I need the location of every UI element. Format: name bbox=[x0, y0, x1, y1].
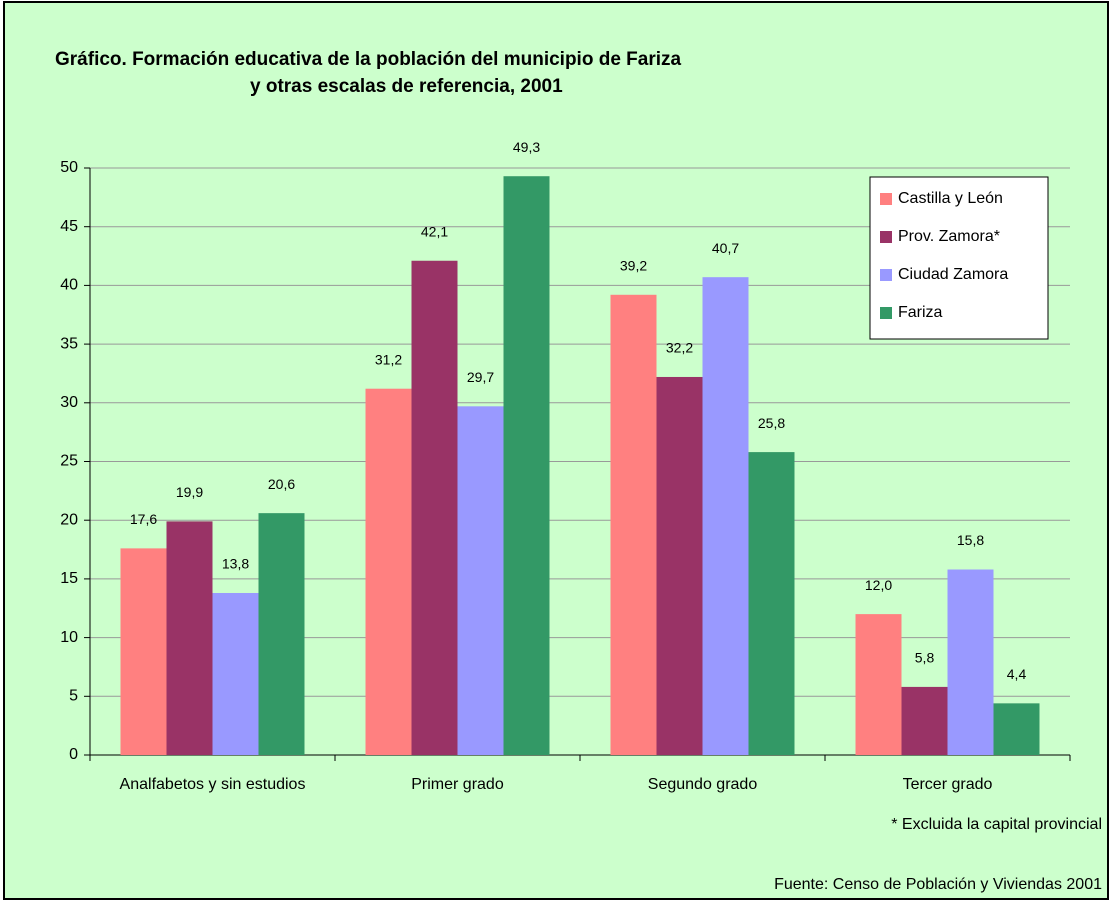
bar bbox=[411, 260, 458, 755]
data-label: 13,8 bbox=[222, 556, 249, 572]
x-tick-label: Primer grado bbox=[411, 776, 504, 793]
legend-label: Fariza bbox=[898, 304, 943, 321]
bar bbox=[947, 569, 994, 755]
data-label: 42,1 bbox=[421, 223, 448, 239]
legend-box bbox=[869, 176, 1049, 340]
y-tick-label: 5 bbox=[69, 688, 78, 705]
data-label: 15,8 bbox=[957, 532, 984, 548]
data-label: 25,8 bbox=[758, 415, 785, 431]
legend-swatch bbox=[880, 231, 892, 243]
chart-title: Gráfico. Formación educativa de la pobla… bbox=[55, 49, 682, 70]
bar bbox=[365, 388, 412, 755]
y-tick-label: 25 bbox=[60, 453, 78, 470]
annotation: Fuente: Censo de Población y Viviendas 2… bbox=[774, 876, 1102, 893]
chart-title: y otras escalas de referencia, 2001 bbox=[250, 76, 563, 97]
y-tick-label: 10 bbox=[60, 629, 78, 646]
y-tick-label: 35 bbox=[60, 335, 78, 352]
data-label: 29,7 bbox=[467, 369, 494, 385]
legend-label: Prov. Zamora* bbox=[898, 228, 1000, 245]
bar bbox=[702, 277, 749, 755]
bar bbox=[748, 452, 795, 755]
data-label: 12,0 bbox=[865, 577, 892, 593]
data-label: 40,7 bbox=[712, 240, 739, 256]
annotation: * Excluida la capital provincial bbox=[891, 816, 1102, 833]
data-label: 39,2 bbox=[620, 257, 647, 273]
data-label: 31,2 bbox=[375, 351, 402, 367]
data-label: 32,2 bbox=[666, 340, 693, 356]
chart-background bbox=[3, 1, 1109, 900]
y-tick-label: 50 bbox=[60, 159, 78, 176]
legend-label: Ciudad Zamora bbox=[898, 266, 1008, 283]
y-tick-label: 20 bbox=[60, 511, 78, 528]
x-tick-label: Tercer grado bbox=[902, 776, 993, 793]
data-label: 5,8 bbox=[915, 650, 935, 666]
x-tick-label: Segundo grado bbox=[647, 776, 758, 793]
bar bbox=[120, 548, 167, 755]
bar bbox=[610, 294, 657, 755]
bar bbox=[212, 592, 259, 755]
data-label: 19,9 bbox=[176, 484, 203, 500]
y-tick-label: 45 bbox=[60, 218, 78, 235]
legend-swatch bbox=[880, 307, 892, 319]
bar bbox=[503, 176, 550, 755]
y-tick-label: 40 bbox=[60, 277, 78, 294]
legend-swatch bbox=[880, 269, 892, 281]
y-tick-label: 30 bbox=[60, 394, 78, 411]
y-tick-label: 0 bbox=[69, 746, 78, 763]
data-label: 20,6 bbox=[268, 476, 295, 492]
data-label: 49,3 bbox=[513, 139, 540, 155]
legend-label: Castilla y León bbox=[898, 190, 1003, 207]
data-label: 4,4 bbox=[1007, 666, 1027, 682]
y-tick-label: 15 bbox=[60, 570, 78, 587]
data-label: 17,6 bbox=[130, 511, 157, 527]
bar bbox=[901, 686, 948, 755]
bar bbox=[993, 703, 1040, 755]
legend-swatch bbox=[880, 193, 892, 205]
bar bbox=[457, 406, 504, 755]
bar bbox=[166, 521, 213, 755]
bar bbox=[258, 513, 305, 755]
bar bbox=[656, 376, 703, 755]
x-tick-label: Analfabetos y sin estudios bbox=[119, 776, 306, 793]
bar bbox=[855, 614, 902, 755]
